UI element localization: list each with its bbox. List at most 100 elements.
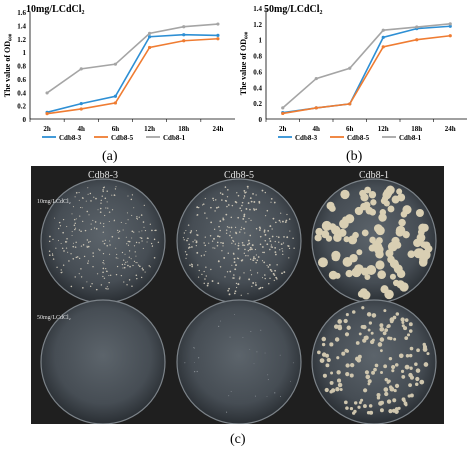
colony [87,245,90,248]
colony [242,336,244,338]
colony [258,226,261,229]
data-point [182,33,186,37]
colony [219,229,221,232]
colony [234,243,237,245]
colony [369,410,374,415]
colony [363,388,368,393]
colony [225,232,228,234]
colony [90,223,92,225]
colony [245,191,247,193]
colony [62,231,64,234]
x-tick-label: 6h [112,125,120,133]
colony [250,219,252,222]
colony [221,193,224,196]
y-tick-label: 0.2 [17,103,26,111]
colony [409,375,415,380]
colony [57,227,60,230]
colony [87,187,89,189]
colony [266,243,269,246]
data-point [348,66,352,70]
colony [383,200,390,207]
colony [261,260,264,262]
colony [74,246,77,248]
colony [247,255,249,257]
colony [102,271,104,274]
colony [109,274,112,277]
data-point [415,25,419,29]
x-tick-label: 24h [445,125,456,133]
colony [270,197,273,200]
colony [386,324,391,328]
colony [261,189,264,192]
colony [233,277,235,279]
colony [207,282,209,285]
colony [114,188,117,190]
legend-entry: Cdb8-3 [295,134,318,142]
colony [140,237,143,240]
colony [78,192,80,194]
colony [364,186,372,194]
colony [80,206,82,209]
colony [227,289,229,292]
colony [118,230,121,233]
colony [235,264,237,267]
colony [216,244,219,247]
colony [391,369,395,373]
colony [259,229,261,231]
colony [264,352,266,354]
colony [229,336,231,338]
colony [272,217,275,220]
colony [292,237,294,240]
colony [219,192,222,194]
colony [75,227,77,229]
colony [349,373,354,378]
data-point [79,102,83,106]
colony [206,217,208,219]
colony [254,395,256,397]
colony [404,403,408,407]
colony [370,339,375,345]
colony [321,336,327,342]
colony [288,247,291,250]
colony [339,219,349,229]
colony [198,357,200,359]
colony [204,212,206,214]
colony [260,329,262,331]
colony [276,235,278,238]
colony [404,364,410,370]
colony [136,218,139,220]
colony [284,221,287,224]
series-line-cdb8-1 [282,23,451,109]
legend-entry: Cdb8-1 [163,134,186,142]
colony [256,272,259,274]
colony [103,225,105,228]
colony [113,194,116,196]
plate-row-label-1: 10mg/LCdCl₂ [37,199,71,205]
colony [285,219,288,222]
colony [255,284,257,286]
colony [402,399,406,403]
colony [190,230,193,232]
colony [95,288,98,291]
petri-plate [176,299,302,425]
colony [222,217,224,219]
colony [59,225,62,227]
colony [204,278,206,280]
data-point [147,45,152,50]
colony [80,230,82,233]
colony [253,208,255,210]
data-point [381,45,385,49]
colony [60,242,62,245]
colony [99,249,101,251]
colony [224,199,227,202]
colony [326,357,331,363]
colony [66,241,68,243]
colony [244,248,246,251]
colony [151,229,153,232]
colony [95,228,98,230]
colony [255,194,257,196]
colony [71,231,73,233]
colony [423,362,429,367]
colony [245,221,247,223]
colony [317,350,321,355]
